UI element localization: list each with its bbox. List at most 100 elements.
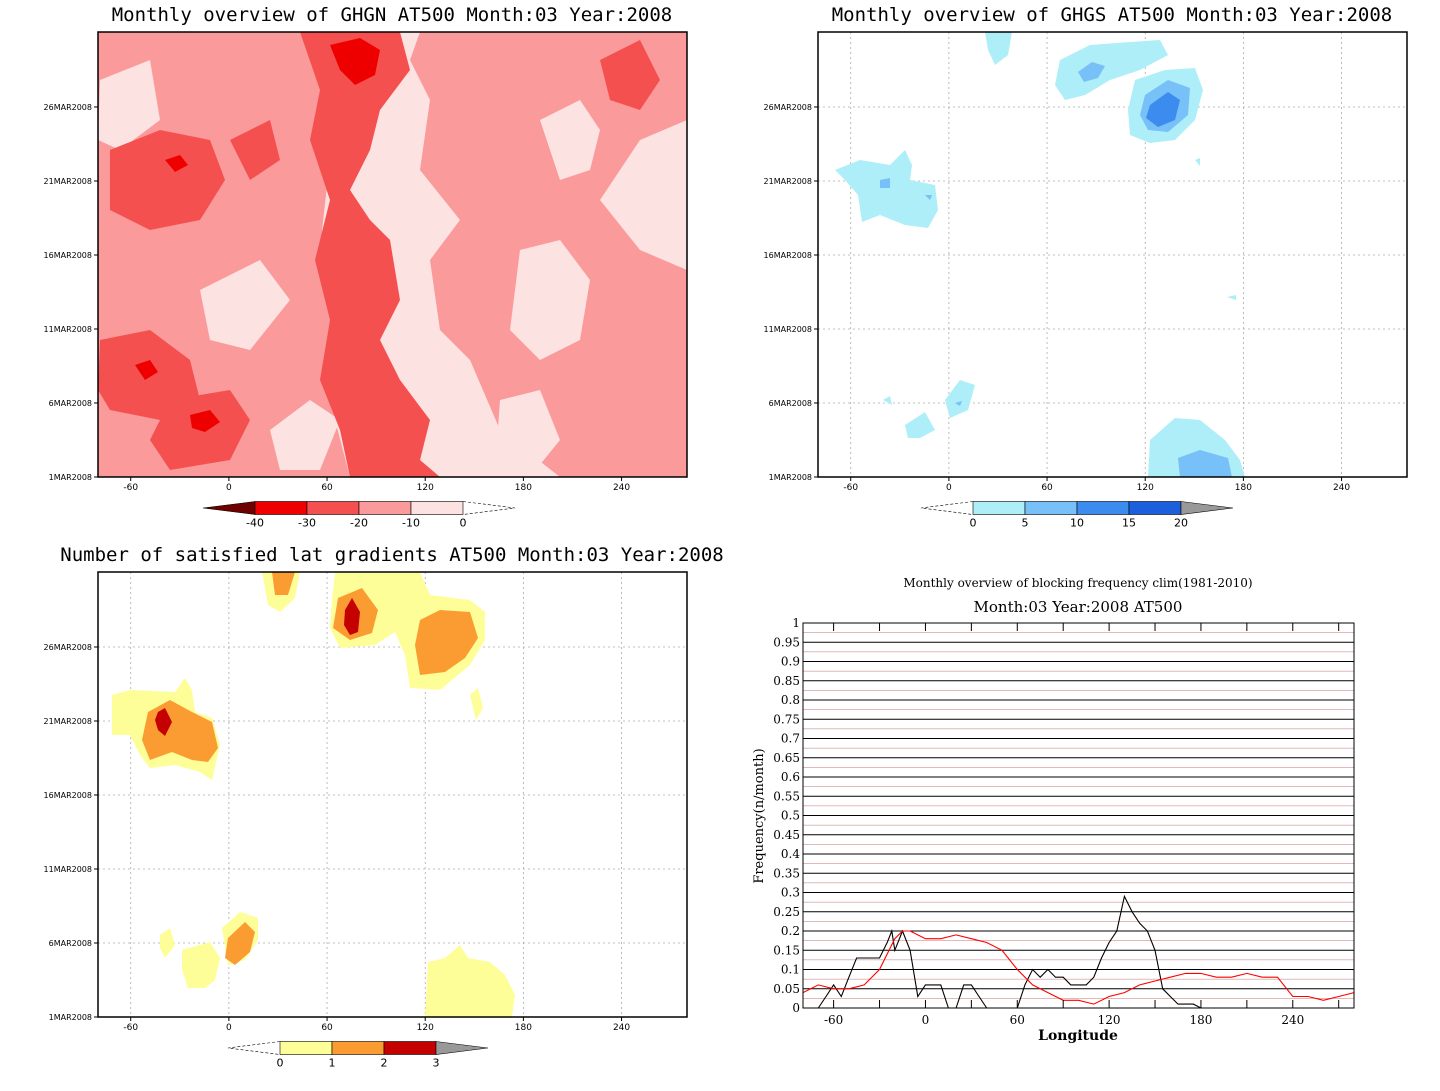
colorbar-label: -30 — [298, 517, 316, 530]
colorbar-label: -20 — [350, 517, 368, 530]
x-tick-label: 60 — [1010, 1013, 1025, 1027]
blocking-title: Monthly overview of blocking frequency c… — [903, 576, 1252, 590]
colorbar-label: -40 — [246, 517, 264, 530]
ghgs-grid — [818, 32, 1407, 477]
y-tick-label: 16MAR2008 — [44, 251, 92, 260]
colorbar-label: 0 — [970, 517, 977, 530]
y-tick-label: 0.35 — [773, 866, 800, 880]
panel-lat-gradients-title: Number of satisfied lat gradients AT500 … — [60, 544, 723, 566]
x-tick-label: 0 — [922, 1013, 930, 1027]
x-tick-label: 0 — [226, 1023, 232, 1033]
y-tick-label: 0.05 — [773, 982, 800, 996]
x-tick-label: 240 — [1333, 483, 1350, 493]
colorbar-triangle-high — [462, 501, 516, 515]
y-tick-label: 0.4 — [781, 847, 800, 861]
panel-ghgs-title: Monthly overview of GHGS AT500 Month:03 … — [832, 4, 1393, 26]
colorbar-segment — [972, 501, 1026, 515]
series-line-black — [803, 894, 1354, 1009]
y-tick-label: 0.2 — [781, 924, 800, 938]
x-tick-label: 240 — [1281, 1013, 1304, 1027]
blocking-ylabel: Frequency(n/month) — [752, 748, 767, 883]
y-tick-label: 6MAR2008 — [49, 399, 92, 408]
colorbar-triangle-low — [920, 501, 974, 515]
x-tick-label: 180 — [515, 1023, 532, 1033]
y-tick-label: 11MAR2008 — [44, 325, 92, 334]
ghgn-fill-max — [135, 38, 380, 432]
x-tick-label: 120 — [1137, 483, 1154, 493]
y-tick-label: 21MAR2008 — [764, 177, 812, 186]
x-tick-label: -60 — [824, 1013, 843, 1027]
x-tick-label: 240 — [613, 483, 630, 493]
y-tick-label: 0.95 — [773, 635, 800, 649]
x-tick-label: 60 — [321, 1023, 333, 1033]
colorbar-segment — [331, 1041, 385, 1055]
y-tick-label: 26MAR2008 — [764, 103, 812, 112]
x-tick-label: 180 — [1189, 1013, 1212, 1027]
ghgn-contour-field — [98, 32, 687, 477]
colorbar-label: 20 — [1174, 517, 1188, 530]
x-tick-label: 0 — [226, 483, 232, 493]
colorbar-label: 0 — [460, 517, 467, 530]
x-tick-label: 240 — [613, 1023, 630, 1033]
y-tick-label: 1MAR2008 — [769, 473, 812, 482]
y-tick-label: 0.45 — [773, 828, 800, 842]
colorbar-label: -10 — [402, 517, 420, 530]
colorbar-label: 1 — [329, 1057, 336, 1070]
y-tick-label: 0.75 — [773, 712, 800, 726]
y-tick-label: 16MAR2008 — [44, 791, 92, 800]
colorbar-triangle-high — [1180, 501, 1234, 515]
colorbar-segment — [1024, 501, 1078, 515]
y-tick-label: 1MAR2008 — [49, 1013, 92, 1022]
y-tick-label: 0.1 — [781, 963, 800, 977]
ghgs-fill-low — [835, 32, 1245, 477]
series-line-red — [802, 930, 1355, 1005]
blocking-subtitle: Month:03 Year:2008 AT500 — [974, 598, 1183, 616]
colorbar-label: 2 — [381, 1057, 388, 1070]
y-tick-label: 0.15 — [773, 943, 800, 957]
colorbar-segment — [1076, 501, 1130, 515]
x-tick-label: 60 — [1041, 483, 1053, 493]
y-tick-label: 16MAR2008 — [764, 251, 812, 260]
blocking-xlabel: Longitude — [1038, 1028, 1118, 1044]
colorbar-segment — [279, 1041, 333, 1055]
y-tick-label: 11MAR2008 — [764, 325, 812, 334]
panel-ghgs: Monthly overview of GHGS AT500 Month:03 … — [764, 4, 1408, 530]
latgrad-fill-mid — [142, 572, 478, 965]
x-tick-label: 60 — [321, 483, 333, 493]
ghgs-contour-field — [835, 32, 1245, 477]
blocking-grid — [803, 632, 1354, 999]
colorbar-triangle-low — [227, 1041, 281, 1055]
colorbar-segment — [1128, 501, 1182, 515]
y-tick-label: 0.55 — [773, 789, 800, 803]
blocking-axis-ticks: 0 0.05 0.1 0.15 0.2 0.25 0.3 0.35 0.4 0.45 0.5 0.55… — [773, 616, 1340, 1027]
x-tick-label: -60 — [123, 1023, 138, 1033]
y-tick-label: 1MAR2008 — [49, 473, 92, 482]
ghgn-colorbar: -40 -30 -20 -10 0 — [202, 501, 516, 530]
lat-gradients-colorbar: 0 1 2 3 — [227, 1041, 489, 1070]
ghgs-fill-high — [1146, 92, 1180, 127]
ghgn-axis-ticks: -60 0 60 120 180 240 1MAR2008 6MAR2008 11MAR2008… — [44, 103, 631, 493]
colorbar-segment — [254, 501, 308, 515]
ghgn-fill-light-a — [98, 60, 600, 477]
x-tick-label: 120 — [417, 483, 434, 493]
colorbar-triangle-high — [435, 1041, 489, 1055]
ghgs-axis-ticks: -60 0 60 120 180 240 1MAR2008 6MAR2008 11MAR2008… — [764, 103, 1351, 493]
panel-lat-gradients: Number of satisfied lat gradients AT500 … — [44, 544, 724, 1070]
y-tick-label: 0.9 — [781, 655, 800, 669]
y-tick-label: 6MAR2008 — [49, 939, 92, 948]
colorbar-segment — [306, 501, 360, 515]
colorbar-label: 0 — [277, 1057, 284, 1070]
y-tick-label: 0.6 — [781, 770, 800, 784]
y-tick-label: 0.3 — [781, 886, 800, 900]
y-tick-label: 26MAR2008 — [44, 103, 92, 112]
panel-ghgn: Monthly overview of GHGN AT500 Month:03 … — [44, 4, 688, 530]
colorbar-segment — [358, 501, 412, 515]
lat-gradients-contour-field — [112, 572, 515, 1017]
panel-blocking-frequency: Monthly overview of blocking frequency c… — [752, 576, 1355, 1044]
colorbar-triangle-low — [202, 501, 256, 515]
y-tick-label: 0.7 — [781, 732, 800, 746]
x-tick-label: 180 — [1235, 483, 1252, 493]
y-tick-label: 0.5 — [781, 809, 800, 823]
panel-ghgn-title: Monthly overview of GHGN AT500 Month:03 … — [112, 4, 673, 26]
